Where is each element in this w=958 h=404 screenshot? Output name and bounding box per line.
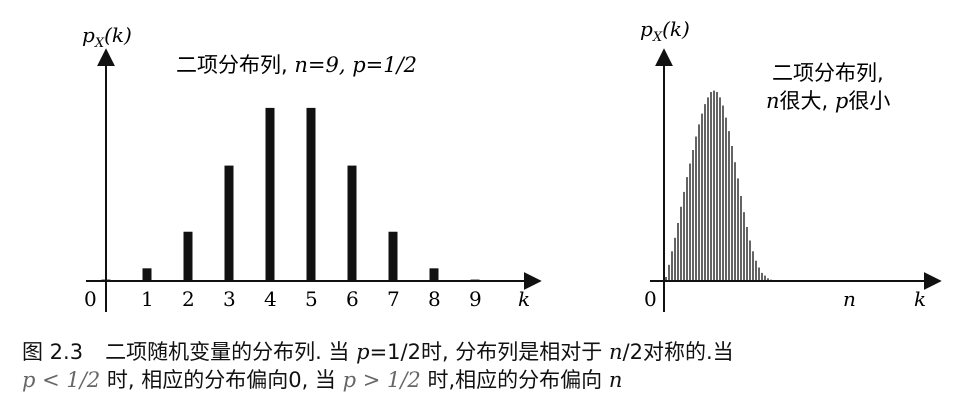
- right-xlabel: k: [914, 287, 926, 311]
- caption-math-2: n: [608, 340, 623, 364]
- caption-math-4: p > 1/2: [342, 368, 421, 392]
- left-bars: [101, 107, 480, 281]
- left-tick-0: 0: [84, 287, 97, 311]
- caption-math-1: p: [356, 340, 370, 364]
- left-bar-3: [224, 165, 234, 281]
- left-bar-0: [101, 279, 111, 281]
- left-tick-5: 5: [305, 287, 318, 311]
- left-xlabel: k: [518, 287, 530, 311]
- left-bar-2: [183, 231, 193, 281]
- left-bar-8: [429, 268, 439, 281]
- caption-text-1b: =1/2时, 分布列是相对于: [369, 340, 609, 364]
- caption-text-1a: 二项随机变量的分布列. 当: [105, 340, 357, 364]
- left-tick-3: 3: [223, 287, 236, 311]
- right-tick-0: 0: [644, 287, 657, 311]
- figure: pX(k) 二项分布列, n=9, p=1/2 0 1 2 3 4 5 6 7 8 9 k pX(…: [82, 17, 942, 312]
- left-chart: pX(k) 二项分布列, n=9, p=1/2 0 1 2 3 4 5 6 7 8 9 k: [82, 23, 542, 312]
- right-tick-n: n: [843, 287, 856, 311]
- left-ylabel: pX(k): [82, 23, 132, 51]
- left-tick-6: 6: [346, 287, 359, 311]
- left-bar-7: [388, 231, 398, 281]
- left-tick-4: 4: [264, 287, 277, 311]
- left-bar-6: [347, 165, 357, 281]
- caption-label: 图 2.3: [22, 340, 84, 364]
- caption-line-1: 图 2.3 二项随机变量的分布列. 当 p=1/2时, 分布列是相对于 n/2对称…: [22, 338, 942, 366]
- caption-line-2: p < 1/2 时, 相应的分布偏向0, 当 p > 1/2 时,相应的分布偏向…: [22, 366, 942, 394]
- figure-caption: 图 2.3 二项随机变量的分布列. 当 p=1/2时, 分布列是相对于 n/2对称…: [22, 338, 942, 394]
- left-tick-8: 8: [428, 287, 441, 311]
- left-bar-5: [306, 107, 316, 281]
- caption-text-1c: /2对称的.当: [622, 340, 734, 364]
- caption-math-3: p < 1/2: [22, 368, 101, 392]
- left-tick-1: 1: [141, 287, 154, 311]
- left-bar-9: [470, 279, 480, 281]
- left-tick-7: 7: [387, 287, 400, 311]
- left-title: 二项分布列, n=9, p=1/2: [176, 53, 417, 77]
- caption-math-5: n: [608, 368, 623, 392]
- left-tick-labels: 0 1 2 3 4 5 6 7 8 9: [84, 287, 482, 311]
- right-chart: pX(k) 二项分布列, n很大, p很小 0 n k: [640, 17, 942, 312]
- left-tick-9: 9: [469, 287, 482, 311]
- caption-text-2b: 时,相应的分布偏向: [420, 368, 609, 392]
- left-tick-2: 2: [182, 287, 195, 311]
- left-bar-4: [265, 107, 275, 281]
- right-title-line1: 二项分布列,: [772, 61, 884, 85]
- right-bars: [665, 90, 772, 281]
- right-ylabel: pX(k): [640, 17, 690, 45]
- right-title-line2: n很大, p很小: [766, 89, 890, 113]
- caption-text-2a: 时, 相应的分布偏向0, 当: [100, 368, 343, 392]
- left-bar-1: [142, 268, 152, 281]
